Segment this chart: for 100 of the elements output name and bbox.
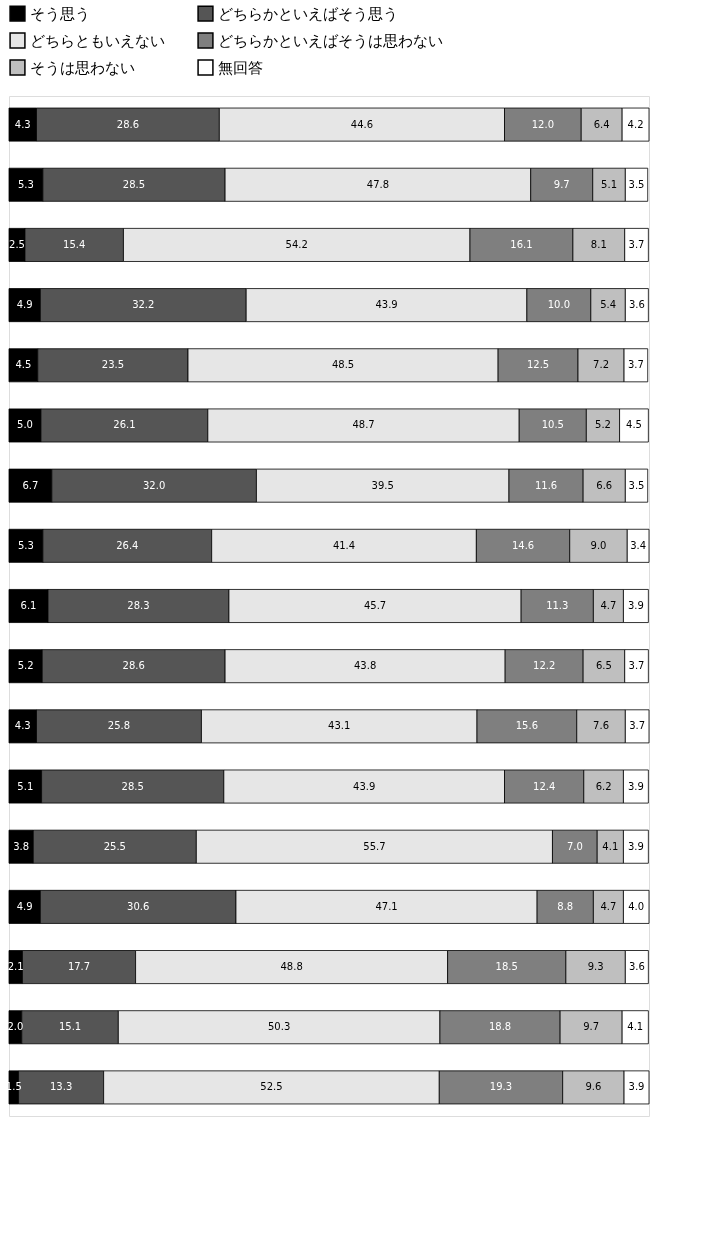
data-label: 43.9: [353, 780, 376, 792]
data-label: 4.1: [602, 840, 619, 852]
data-label: 6.5: [595, 660, 612, 672]
data-label: 6.1: [20, 600, 37, 611]
data-label: 39.5: [371, 479, 394, 491]
data-label: 3.5: [628, 178, 645, 190]
legend-label: そうは思わない: [30, 58, 135, 77]
data-label: 25.5: [103, 840, 126, 852]
data-label: 15.6: [515, 720, 539, 732]
data-label: 47.1: [375, 900, 398, 912]
data-label: 5.2: [595, 419, 611, 431]
data-label: 6.6: [596, 479, 613, 491]
legend-label: どちらかといえばそうは思わない: [218, 31, 443, 50]
data-label: 12.5: [526, 359, 550, 371]
legend-label: どちらかといえばそう思う: [218, 4, 398, 23]
data-label: 10.0: [547, 299, 570, 311]
data-label: 3.6: [628, 299, 645, 311]
legend-label: どちらともいえない: [30, 31, 165, 50]
data-label: 9.6: [585, 1081, 602, 1093]
data-label: 3.8: [13, 840, 30, 852]
data-label: 15.4: [63, 238, 86, 250]
data-label: 16.1: [510, 238, 533, 250]
data-label: 4.0: [628, 900, 645, 912]
data-label: 43.1: [328, 720, 351, 732]
legend-label: 無回答: [218, 58, 263, 77]
data-label: 5.1: [601, 178, 617, 190]
data-label: 25.8: [107, 720, 131, 732]
data-label: 45.7: [363, 600, 387, 611]
data-label: 28.5: [121, 780, 144, 792]
data-label: 5.1: [17, 780, 34, 792]
data-label: 4.3: [14, 118, 31, 130]
data-label: 26.1: [113, 419, 136, 431]
data-label: 3.9: [627, 780, 644, 792]
data-label: 4.3: [14, 720, 31, 732]
data-label: 4.2: [627, 118, 644, 130]
data-label: 47.8: [366, 178, 390, 190]
data-label: 12.0: [531, 118, 554, 130]
data-label: 2.5: [9, 238, 25, 250]
data-label: 3.5: [628, 479, 645, 491]
data-label: 6.7: [22, 479, 39, 491]
data-label: 11.6: [534, 479, 558, 491]
data-label: 43.9: [375, 299, 398, 311]
data-label: 48.5: [331, 359, 355, 371]
data-label: 17.7: [67, 961, 91, 973]
data-label: 7.0: [566, 840, 583, 852]
data-label: 44.6: [350, 118, 374, 130]
data-label: 28.6: [122, 660, 145, 672]
data-label: 4.7: [600, 600, 617, 611]
data-label: 12.2: [533, 660, 556, 672]
data-label: 5.4: [600, 299, 617, 311]
data-label: 48.7: [352, 419, 375, 431]
data-label: 8.1: [590, 238, 607, 250]
data-label: 6.2: [595, 780, 612, 792]
data-label: 3.9: [627, 600, 644, 611]
data-label: 3.9: [627, 840, 644, 852]
data-label: 5.3: [17, 178, 34, 190]
data-label: 4.1: [627, 1021, 644, 1033]
legend-label: そう思う: [30, 4, 90, 23]
data-label: 43.8: [353, 660, 377, 672]
data-label: 13.3: [49, 1081, 73, 1093]
data-label: 10.5: [541, 419, 564, 431]
data-label: 9.7: [583, 1021, 600, 1033]
data-label: 5.2: [17, 660, 34, 672]
data-label: 7.6: [593, 720, 609, 732]
data-label: 3.7: [628, 238, 645, 250]
data-label: 55.7: [363, 840, 386, 852]
data-label: 3.7: [627, 359, 644, 371]
data-label: 11.3: [546, 600, 569, 611]
data-label: 18.5: [495, 961, 518, 973]
data-label: 50.3: [268, 1021, 291, 1033]
data-label: 3.4: [630, 539, 647, 551]
data-label: 9.7: [553, 178, 570, 190]
data-label: 9.0: [590, 539, 607, 551]
data-label: 8.8: [557, 900, 574, 912]
data-label: 54.2: [285, 238, 308, 250]
data-label: 9.3: [587, 961, 604, 973]
data-label: 12.4: [533, 780, 556, 792]
data-label: 28.3: [127, 600, 150, 611]
data-label: 4.7: [600, 900, 617, 912]
data-label: 3.9: [628, 1081, 645, 1093]
data-label: 3.7: [628, 660, 645, 672]
data-label: 28.6: [116, 118, 140, 130]
data-label: 4.9: [16, 299, 33, 311]
data-label: 48.8: [280, 961, 303, 973]
data-label: 4.5: [626, 419, 642, 431]
data-label: 4.5: [15, 359, 32, 371]
data-label: 18.8: [488, 1021, 512, 1033]
data-label: 30.6: [127, 900, 150, 912]
data-label: 15.1: [58, 1021, 82, 1033]
data-label: 5.0: [17, 419, 33, 431]
data-label: 52.5: [260, 1081, 283, 1093]
data-label: 32.0: [143, 479, 166, 491]
data-label: 3.6: [628, 961, 645, 973]
data-label: 7.2: [593, 359, 609, 371]
data-label: 4.9: [16, 900, 33, 912]
data-label: 3.7: [629, 720, 646, 732]
data-label: 32.2: [132, 299, 155, 311]
data-label: 19.3: [489, 1081, 513, 1093]
data-label: 26.4: [116, 539, 139, 551]
data-label: 6.4: [593, 118, 610, 130]
